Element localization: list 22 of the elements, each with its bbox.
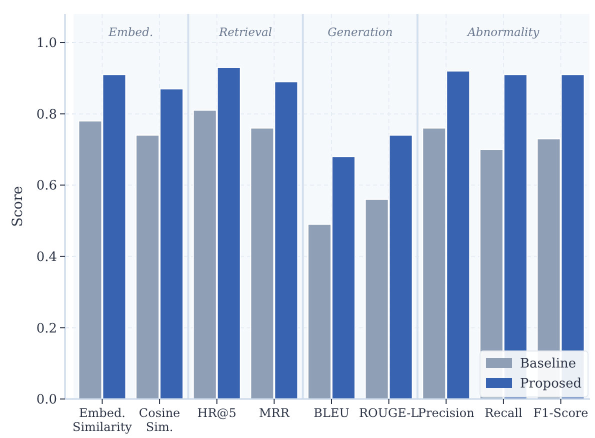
y-tick-label: 0.6 bbox=[36, 178, 57, 194]
band-label: Retrieval bbox=[218, 25, 272, 39]
x-tick-label: Embed. Similarity bbox=[72, 406, 132, 434]
x-tick-label: HR@5 bbox=[197, 406, 236, 420]
band-label: Generation bbox=[328, 25, 393, 39]
x-tick-label: MRR bbox=[259, 406, 290, 420]
y-tick-label: 0.4 bbox=[36, 250, 57, 265]
x-tick-label: Recall bbox=[484, 406, 522, 420]
x-tick-label: Precision bbox=[418, 406, 475, 420]
band-label: Abnormality bbox=[466, 25, 540, 39]
y-tick-label: 1.0 bbox=[36, 36, 57, 52]
x-tick-label: Cosine Sim. bbox=[138, 406, 180, 434]
y-tick-label: 0.2 bbox=[36, 321, 57, 336]
y-axis-title: Score bbox=[10, 186, 26, 227]
x-tick-label: BLEU bbox=[314, 406, 350, 420]
legend-label: Baseline bbox=[520, 356, 576, 372]
legend-label: Proposed bbox=[520, 376, 582, 392]
y-tick-label: 0.8 bbox=[36, 107, 57, 122]
y-tick-label: 0.0 bbox=[36, 392, 57, 408]
x-tick-label: ROUGE-L bbox=[359, 406, 419, 420]
band-label: Embed. bbox=[108, 25, 154, 39]
x-tick-label: F1-Score bbox=[533, 406, 588, 420]
